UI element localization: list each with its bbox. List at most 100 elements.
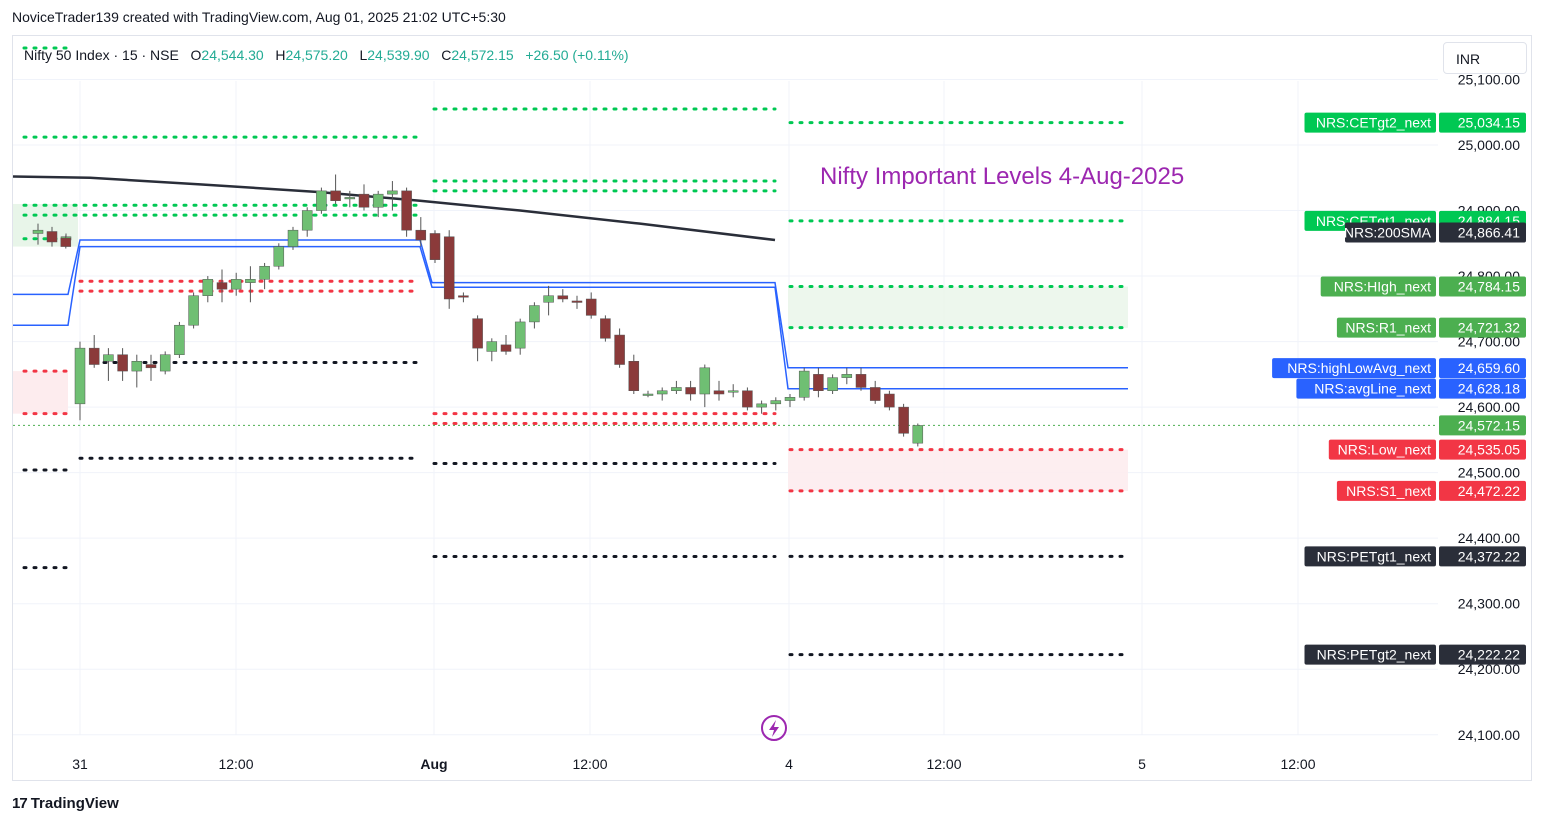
open-label: O [190,47,202,63]
low-value: 24,539.90 [367,47,430,63]
level-dotted-lines [13,46,1438,657]
price-tick-label: 24,400.00 [1458,530,1520,546]
price-tag [1439,415,1526,436]
candle-body [131,360,143,372]
name-tag [1304,644,1436,665]
name-tag-label: NRS:200SMA [1344,225,1432,241]
candle-body [472,318,483,349]
time-tick-label: 31 [72,756,88,772]
candle-body [429,233,441,260]
low-label: L [359,47,368,63]
price-tag-label: 24,535.05 [1458,442,1520,458]
time-tick-label: 12:00 [218,756,253,772]
time-tick-label: Aug [420,756,447,772]
candle-body [46,231,58,243]
price-tag-label: 25,034.15 [1458,115,1520,131]
high-value: 24,575.20 [285,47,348,63]
time-axis: 31 12:00 Aug 12:00 4 12:00 5 12:00 [72,756,1316,772]
price-tag-label: 24,372.22 [1458,548,1520,564]
candle-body [770,400,782,405]
tradingview-icon: 17 [12,795,28,812]
candle-body [514,321,526,349]
close-value: 24,572.15 [451,47,514,63]
candle-body [628,360,640,391]
tradingview-brand: TradingView [30,795,119,812]
candle-body [301,210,313,231]
candle-body [401,190,412,231]
candle-body [671,387,682,391]
avg-bands [13,239,1128,390]
candle-body [74,347,86,405]
candle-body [500,344,512,352]
price-tick-label: 25,100.00 [1458,71,1520,87]
price-tag [1439,112,1526,133]
candle-body [344,197,356,200]
candle-body [60,237,72,247]
price-tag [1439,480,1526,501]
candle-body [898,406,909,434]
name-tag-label: NRS:PETgt2_next [1317,647,1431,663]
price-tick-label: 25,000.00 [1458,137,1520,153]
price-tag [1439,378,1526,399]
candle-body [32,229,44,234]
sma-line [12,175,776,242]
candle-body [600,318,611,339]
candle-body [358,193,370,208]
name-tag [1320,276,1436,297]
price-tag [1439,546,1526,567]
name-tag-label: NRS:Low_next [1338,442,1431,458]
name-tag-label: NRS:S1_next [1346,483,1431,499]
candle-body [571,300,583,303]
candle-body [813,374,824,391]
price-tick-label: 24,200.00 [1458,661,1520,677]
chart-frame [12,35,1532,781]
time-tick-label: 12:00 [926,756,961,772]
currency-selector[interactable]: INR [1443,42,1527,74]
price-tag-label: 24,784.15 [1458,278,1520,294]
price-tag-label: 24,866.41 [1458,225,1520,241]
candle-body [699,367,711,395]
candle-body [585,298,597,316]
low-s1-zone [788,449,1128,491]
change-value: +26.50 (+0.11%) [525,47,629,63]
candle-body [316,190,327,211]
candle-body [117,354,128,372]
name-tag [1345,222,1436,243]
name-tag [1328,439,1436,460]
price-tag [1439,276,1526,297]
candles [32,174,924,447]
high-label: H [275,47,286,63]
candle-body [259,265,270,280]
candle-body [841,374,853,378]
candle-body [145,364,157,369]
candle-body [458,295,469,298]
tradingview-logo[interactable]: 17 TradingView [12,795,119,812]
name-tag [1304,546,1436,567]
candle-body [174,324,185,355]
candle-body [798,370,810,398]
time-tick-label: 4 [785,756,793,772]
grid-lines [13,78,1438,736]
prev-low-zone [13,371,68,414]
high-r1-zone [788,286,1128,328]
candle-body [529,305,540,323]
name-tag [1336,480,1436,501]
candle-body [103,354,114,362]
name-tag-label: NRS:HIgh_next [1334,278,1431,294]
candle-body [159,354,171,372]
price-axis: 25,100.0025,000.0024,900.0024,800.0024,7… [1458,71,1520,742]
candle-body [727,390,739,393]
candle-body [912,425,924,444]
time-tick-label: 12:00 [572,756,607,772]
candle-body [614,334,625,365]
candle-body [543,295,554,303]
candle-body [756,403,767,408]
candle-body [330,190,341,201]
lightning-icon[interactable] [761,715,787,741]
price-tag-label: 24,472.22 [1458,483,1520,499]
name-tag [1296,378,1436,399]
candle-body [642,393,654,396]
price-tag-label: 24,721.32 [1458,320,1520,336]
symbol-name[interactable]: Nifty 50 Index · 15 · NSE [24,47,179,63]
